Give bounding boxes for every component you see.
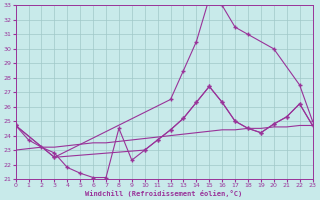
X-axis label: Windchill (Refroidissement éolien,°C): Windchill (Refroidissement éolien,°C) — [85, 190, 243, 197]
